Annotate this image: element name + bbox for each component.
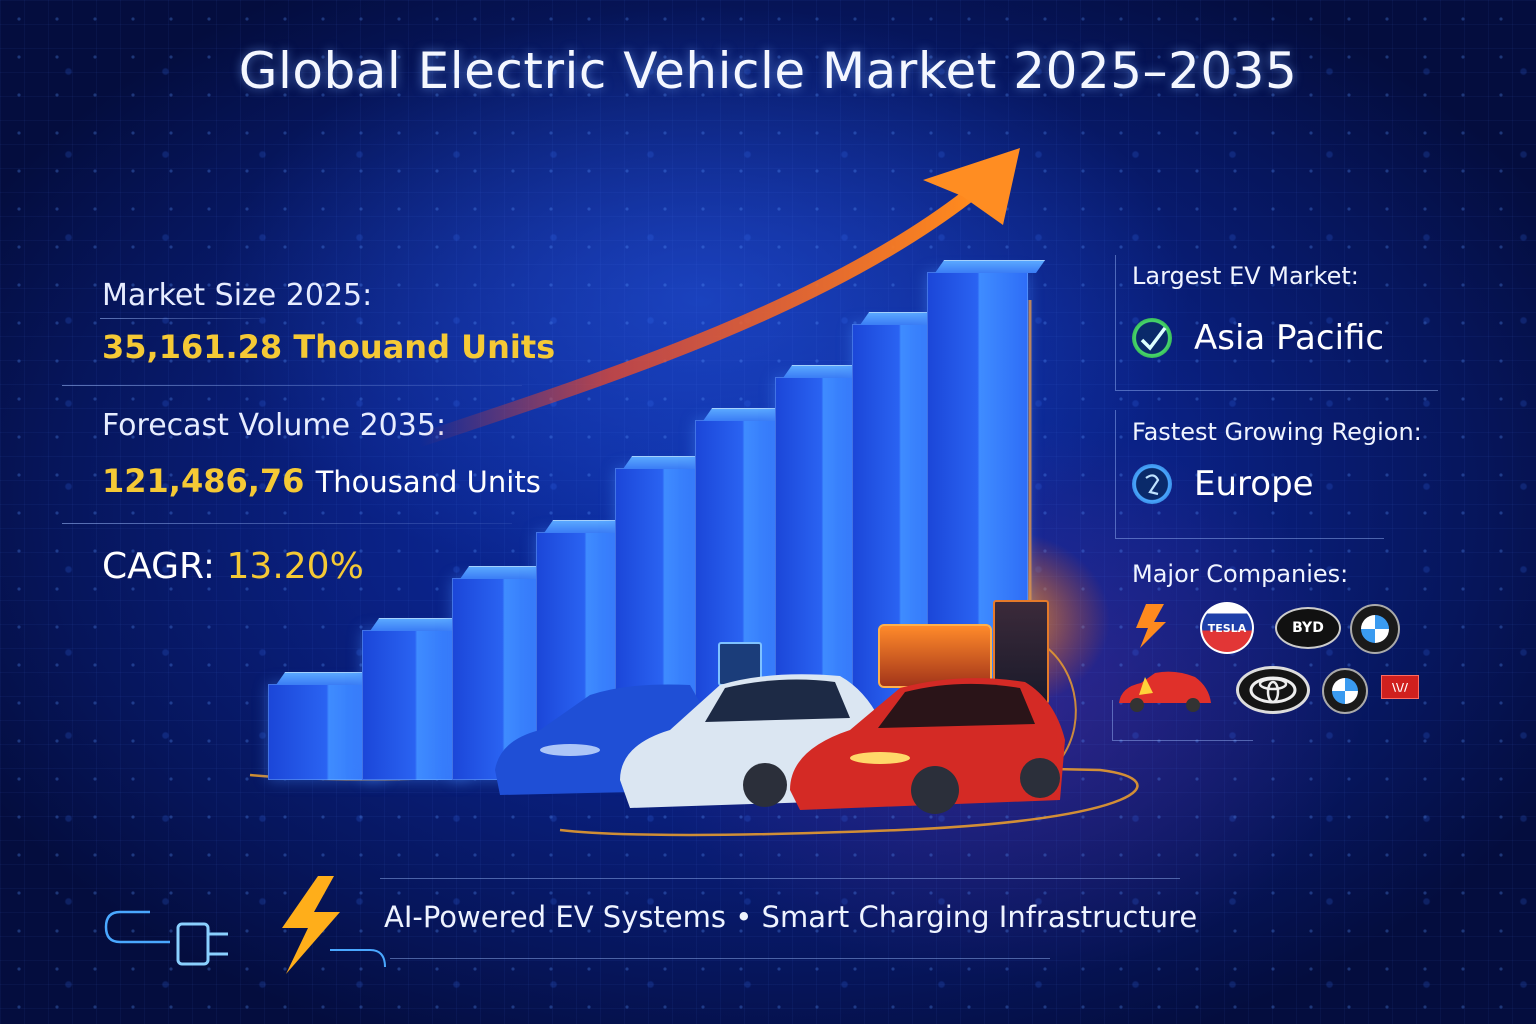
charging-station-icon — [878, 624, 992, 688]
footer-divider-top — [380, 878, 1180, 879]
tesla-logo: TESLA — [1200, 602, 1254, 654]
companies-label: Major Companies: — [1132, 560, 1349, 588]
check-globe-icon — [1132, 318, 1172, 358]
cars-illustration — [495, 674, 1065, 814]
divider — [62, 523, 512, 524]
bmw-logo-2 — [1322, 668, 1368, 714]
red-badge-brand-logo: \\// — [1381, 675, 1419, 699]
forecast-unit: Thousand Units — [315, 465, 541, 499]
europe-globe-icon — [1132, 464, 1172, 504]
cagr: CAGR: 13.20% — [102, 546, 364, 587]
charging-station-icon — [718, 642, 762, 686]
market-size-value: 35,161.28 Thouand Units — [102, 328, 556, 366]
page-title: Global Electric Vehicle Market 2025–2035 — [238, 42, 1298, 100]
largest-market-label: Largest EV Market: — [1132, 262, 1359, 290]
cagr-value: 13.20% — [226, 546, 364, 587]
plug-lightning-icon — [104, 876, 386, 974]
toyota-logo — [1236, 666, 1310, 714]
market-size-label: Market Size 2025: — [102, 278, 373, 313]
fastest-region-value: Europe — [1194, 464, 1314, 504]
byd-logo: BYD — [1275, 607, 1341, 649]
fastest-region-panel — [1115, 410, 1384, 539]
lightning-brand-logo — [1130, 602, 1170, 650]
footer-divider-bottom — [390, 958, 1050, 959]
largest-market-value: Asia Pacific — [1194, 318, 1385, 358]
bmw-logo — [1350, 604, 1400, 654]
divider — [100, 318, 260, 319]
chart-bar-2 — [362, 630, 468, 780]
cagr-label: CAGR: — [102, 546, 216, 587]
forecast-label: Forecast Volume 2035: — [102, 408, 447, 443]
divider — [62, 385, 522, 386]
fastest-region-label: Fastest Growing Region: — [1132, 418, 1422, 446]
forecast-value: 121,486,76 Thousand Units — [102, 462, 541, 500]
forecast-number: 121,486,76 — [102, 462, 305, 500]
footer-tagline: AI-Powered EV Systems • Smart Charging I… — [384, 900, 1198, 934]
companies-panel-border — [1112, 700, 1253, 741]
red-car-brand-logo — [1115, 665, 1215, 715]
largest-market-panel — [1115, 255, 1438, 391]
